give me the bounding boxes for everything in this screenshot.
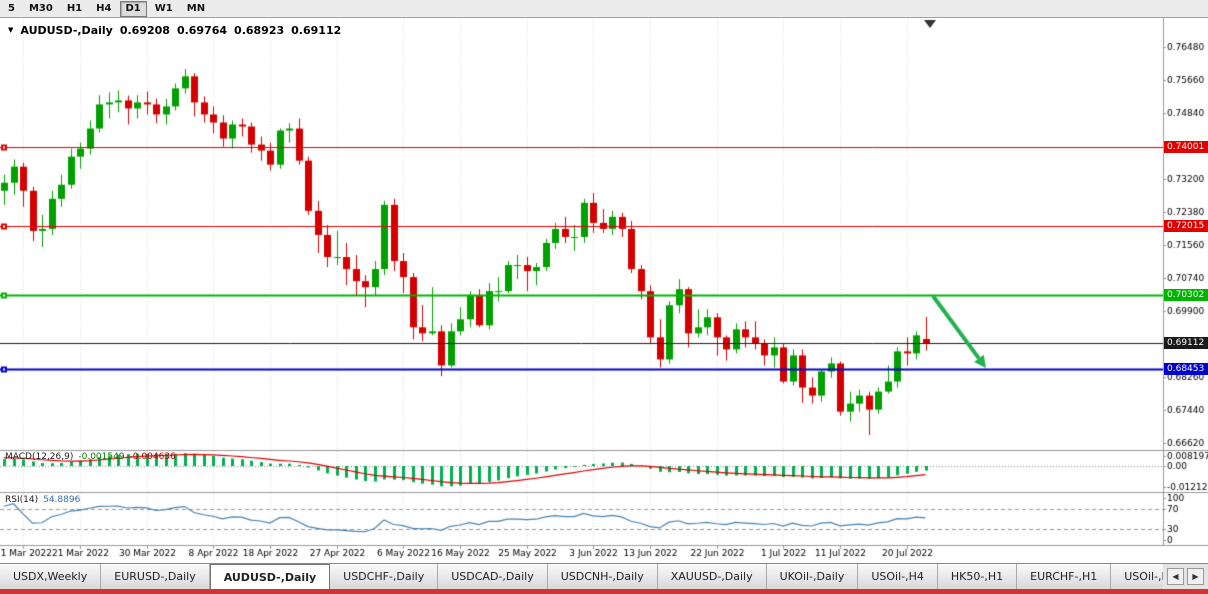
timeframe-toolbar: 5 M30 H1 H4 D1 W1 MN — [0, 0, 1208, 18]
macd-signal-value: -0.004636 — [129, 452, 176, 462]
timeframe-button-h4[interactable]: H4 — [96, 3, 112, 14]
rsi-name: RSI(14) — [5, 495, 39, 505]
chart-symbol-marker-icon: ▼ — [8, 26, 14, 34]
price-badge-0.70302: 0.70302 — [1164, 289, 1208, 301]
tabs-scroll-right-button[interactable]: ▶ — [1187, 568, 1204, 585]
timeframe-button-m30[interactable]: M30 — [28, 3, 53, 14]
price-badge-0.72015: 0.72015 — [1164, 220, 1208, 232]
ohlc-high: 0.69764 — [176, 24, 228, 37]
tab-eurchf-h1[interactable]: EURCHF-,H1 — [1017, 564, 1112, 589]
ohlc-close: 0.69112 — [291, 24, 342, 37]
timeframe-button-w1[interactable]: W1 — [154, 3, 173, 14]
tab-usdcad-daily[interactable]: USDCAD-,Daily — [438, 564, 548, 589]
tab-ukoil-daily[interactable]: UKOil-,Daily — [766, 564, 859, 589]
macd-name: MACD(12,26,9) — [5, 452, 74, 462]
price-badge-0.69112: 0.69112 — [1164, 337, 1208, 349]
tab-audusd-daily[interactable]: AUDUSD-,Daily — [209, 564, 331, 589]
price-badge-0.74001: 0.74001 — [1164, 141, 1208, 153]
timeframe-button-h1[interactable]: H1 — [66, 3, 83, 14]
tab-usoil-h4[interactable]: USOil-,H4 — [1111, 564, 1163, 589]
red-taskbar-strip — [0, 589, 1208, 594]
chart-symbol-label: AUDUSD-,Daily — [20, 24, 113, 37]
macd-indicator-label: MACD(12,26,9) -0.001549 -0.004636 — [5, 452, 176, 462]
rsi-indicator-label: RSI(14) 54.8896 — [5, 495, 80, 505]
symbol-tab-bar: USDX,Weekly EURUSD-,Daily AUDUSD-,Daily USD… — [0, 563, 1208, 589]
timeframe-button-mn[interactable]: MN — [186, 3, 206, 14]
tabs-scroll-left-button[interactable]: ◀ — [1167, 568, 1184, 585]
macd-main-value: -0.001549 — [78, 452, 125, 462]
tab-eurusd-daily[interactable]: EURUSD-,Daily — [101, 564, 210, 589]
ohlc-open: 0.69208 — [119, 24, 170, 37]
tab-xauusd-daily[interactable]: XAUUSD-,Daily — [657, 564, 767, 589]
tab-usoil-h4[interactable]: USOil-,H4 — [858, 564, 938, 589]
tab-usdx-weekly[interactable]: USDX,Weekly — [0, 564, 102, 589]
tab-hk50-h1[interactable]: HK50-,H1 — [937, 564, 1018, 589]
timeframe-button-5[interactable]: 5 — [8, 3, 15, 14]
timeframe-button-d1[interactable]: D1 — [119, 0, 147, 17]
ohlc-low: 0.68923 — [234, 24, 285, 37]
rsi-value: 54.8896 — [43, 495, 81, 505]
tab-usdcnh-daily[interactable]: USDCNH-,Daily — [547, 564, 658, 589]
symbol-tabs: USDX,Weekly EURUSD-,Daily AUDUSD-,Daily USD… — [0, 564, 1163, 589]
tab-usdchf-daily[interactable]: USDCHF-,Daily — [330, 564, 439, 589]
chart-title: ▼ AUDUSD-,Daily 0.69208 0.69764 0.68923 … — [8, 24, 341, 37]
tab-scroll-buttons: ◀ ▶ — [1163, 564, 1208, 589]
price-badge-0.68453: 0.68453 — [1164, 363, 1208, 375]
